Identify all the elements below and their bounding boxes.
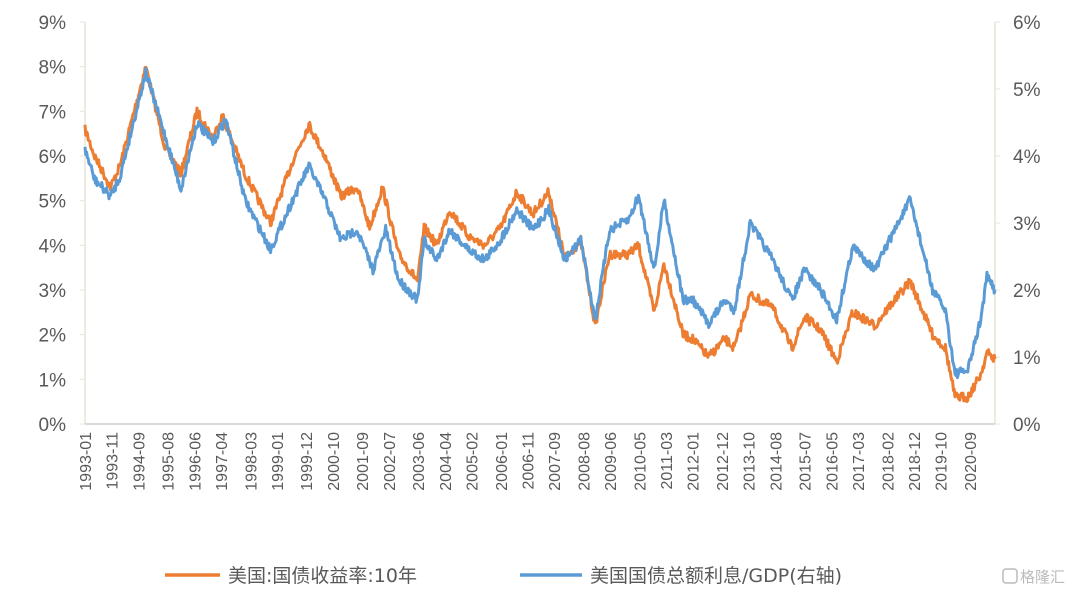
legend-label-interest: 美国国债总额利息/GDP(右轴) (590, 565, 842, 587)
x-tick-label: 2009-06 (603, 432, 620, 491)
x-tick-label: 2006-11 (520, 432, 537, 490)
x-tick-label: 2018-02 (880, 432, 897, 491)
x-tick-label: 2011-03 (659, 432, 676, 490)
series-line-10y-yield (83, 65, 997, 403)
x-tick-label: 1995-08 (161, 432, 178, 491)
legend: 美国:国债收益率:10年 美国国债总额利息/GDP(右轴) (165, 565, 842, 587)
right-tick-label: 6% (1013, 13, 1041, 34)
watermark-logo-icon (1002, 568, 1018, 584)
x-tick-label: 2007-09 (547, 432, 564, 491)
x-tick-label: 1993-11 (105, 432, 122, 490)
x-tick-label: 1999-01 (270, 432, 287, 491)
x-tick-label: 2008-08 (576, 432, 593, 491)
x-tick-label: 2012-01 (686, 432, 703, 491)
left-tick-label: 0% (39, 415, 67, 436)
x-tick-label: 2010-05 (632, 432, 649, 491)
legend-label-yield: 美国:国债收益率:10年 (228, 565, 417, 587)
right-tick-label: 5% (1013, 80, 1041, 101)
x-tick-label: 2015-07 (798, 432, 815, 491)
right-tick-label: 2% (1013, 281, 1041, 302)
x-tick-label: 1998-03 (243, 432, 260, 491)
x-tick-label: 2013-10 (742, 432, 759, 491)
x-tick-label: 2000-10 (326, 432, 343, 491)
x-tick-label: 1996-06 (187, 432, 204, 491)
x-tick-label: 2014-08 (768, 432, 785, 491)
x-tick-label: 2012-12 (715, 432, 732, 491)
right-tick-label: 1% (1013, 348, 1041, 369)
x-tick-label: 2005-02 (464, 432, 481, 491)
x-tick-label: 2004-04 (438, 432, 455, 491)
left-tick-label: 9% (39, 13, 67, 34)
watermark: 格隆汇 (1002, 568, 1065, 586)
series-line-interest-gdp (83, 66, 997, 380)
left-tick-label: 1% (39, 370, 67, 391)
left-tick-label: 6% (39, 147, 67, 168)
left-tick-label: 5% (39, 192, 67, 213)
right-tick-label: 0% (1013, 415, 1041, 436)
left-tick-label: 4% (39, 236, 67, 257)
left-tick-label: 7% (39, 102, 67, 123)
x-tick-label: 2006-01 (494, 432, 511, 491)
right-tick-label: 4% (1013, 147, 1041, 168)
x-tick-label: 2002-07 (382, 432, 399, 491)
x-tick-label: 1994-09 (131, 432, 148, 491)
x-tick-label: 2018-12 (907, 432, 924, 491)
x-tick-label: 1999-12 (299, 432, 316, 491)
left-tick-label: 2% (39, 326, 67, 347)
x-tick-label: 2017-03 (851, 432, 868, 491)
x-tick-label: 2016-05 (824, 432, 841, 491)
left-tick-label: 8% (39, 58, 67, 79)
left-tick-label: 3% (39, 281, 67, 302)
right-tick-label: 3% (1013, 214, 1041, 235)
x-tick-label: 2020-09 (963, 432, 980, 491)
x-tick-label: 2019-10 (934, 432, 951, 491)
x-tick-label: 2003-06 (411, 432, 428, 491)
x-tick-label: 1997-04 (214, 432, 231, 491)
watermark-text: 格隆汇 (1020, 568, 1065, 586)
x-tick-label: 1993-01 (78, 432, 95, 491)
x-tick-label: 2001-09 (355, 432, 372, 491)
